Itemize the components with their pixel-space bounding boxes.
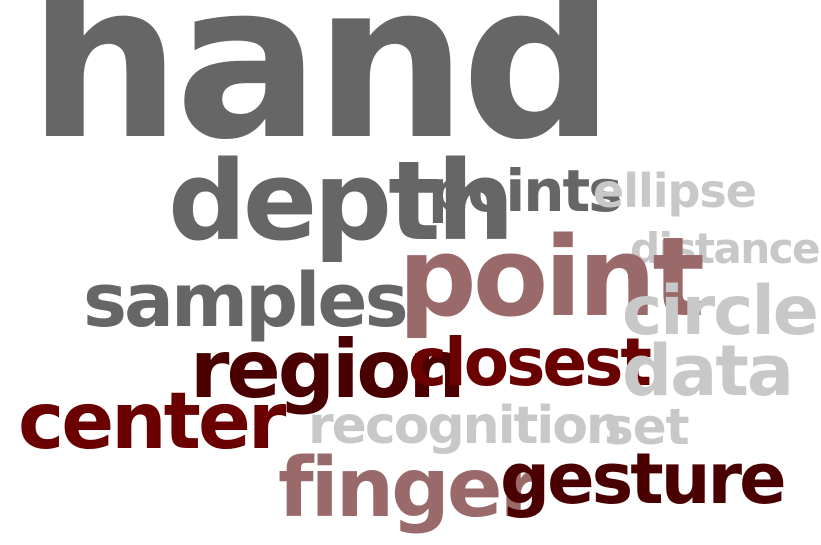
word-center: center — [18, 377, 286, 467]
word-hand: hand — [28, 0, 615, 187]
word-gesture: gesture — [500, 438, 787, 520]
word-points: points — [428, 157, 623, 225]
word-distance: distance — [630, 224, 821, 274]
word-samples: samples — [83, 258, 409, 344]
word-region: region — [190, 323, 465, 416]
word-set: set — [604, 398, 690, 456]
word-point: point — [398, 213, 705, 341]
word-depth: depth — [168, 137, 515, 265]
word-circle: circle — [622, 272, 819, 351]
word-finger: finger — [278, 441, 540, 536]
word-ellipse: ellipse — [593, 164, 757, 218]
word-recognition: recognition — [308, 396, 623, 456]
word-data: data — [622, 330, 794, 412]
word-closest: closest — [408, 324, 652, 401]
